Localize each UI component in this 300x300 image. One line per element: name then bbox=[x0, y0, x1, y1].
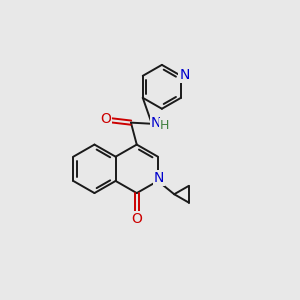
Text: N: N bbox=[151, 116, 161, 130]
Text: O: O bbox=[100, 112, 111, 126]
Text: O: O bbox=[131, 212, 142, 226]
Text: N: N bbox=[154, 171, 164, 185]
Text: N: N bbox=[179, 68, 190, 82]
Text: H: H bbox=[159, 119, 169, 132]
